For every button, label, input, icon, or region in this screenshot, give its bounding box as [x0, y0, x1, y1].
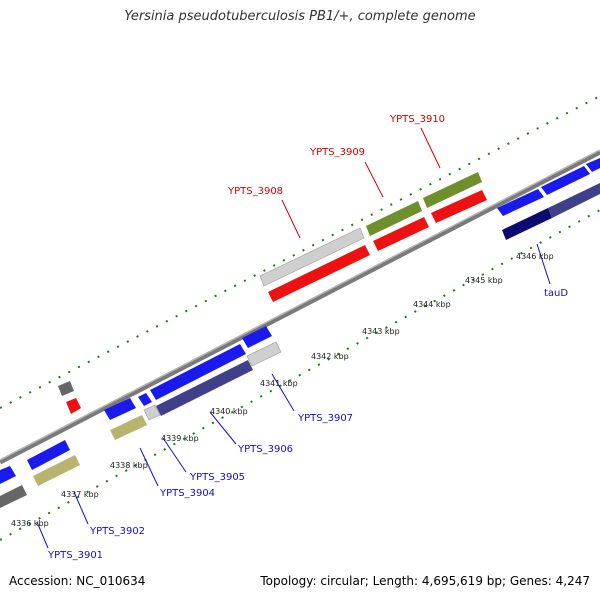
kbp-label: 4341 kbp: [260, 379, 298, 388]
top-gene-labels: YPTS_3908 YPTS_3909 YPTS_3910: [227, 114, 445, 197]
kbp-label: 4346 kbp: [516, 252, 554, 261]
gene-olive-3909[interactable]: [366, 201, 422, 236]
gene-red-3909[interactable]: [373, 217, 429, 251]
forward-genes: [0, 158, 600, 484]
gene-blue-small[interactable]: [138, 393, 152, 406]
kbp-label: 4336 kbp: [11, 519, 49, 528]
gene-blue-3901[interactable]: [0, 466, 16, 484]
gene-navy-taud[interactable]: [502, 208, 552, 240]
gene-dark-grey-small[interactable]: [58, 381, 74, 396]
upper-tick-track: [0, 95, 600, 409]
gene-red-3908[interactable]: [268, 245, 370, 302]
gene-label[interactable]: YPTS_3910: [389, 114, 445, 125]
kbp-label: 4337 kbp: [61, 490, 99, 499]
gene-label[interactable]: YPTS_3902: [89, 526, 145, 537]
gene-khaki-3902[interactable]: [33, 455, 80, 486]
kbp-label: 4338 kbp: [110, 461, 148, 470]
genome-backbone: [0, 149, 600, 465]
gene-red-small[interactable]: [66, 398, 81, 414]
gene-darkblue-right[interactable]: [548, 183, 600, 218]
kbp-label: 4343 kbp: [362, 327, 400, 336]
gene-khaki-3904[interactable]: [110, 415, 147, 440]
gene-blue-a[interactable]: [497, 189, 544, 216]
accession-text: Accession: NC_010634: [9, 574, 146, 588]
reverse-genes: [0, 183, 600, 508]
kbp-labels: 4336 kbp 4337 kbp 4338 kbp 4339 kbp 4340…: [11, 252, 554, 528]
gene-label[interactable]: YPTS_3904: [159, 488, 215, 499]
top-leader-lines: [281, 127, 441, 239]
bottom-leader-lines: [36, 243, 551, 549]
map-title: Yersinia pseudotuberculosis PB1/+, compl…: [124, 9, 476, 24]
gene-blue-c[interactable]: [586, 158, 600, 172]
gene-label[interactable]: YPTS_3909: [309, 147, 365, 158]
gene-label[interactable]: YPTS_3905: [189, 472, 245, 483]
topology-text: Topology: circular; Length: 4,695,619 bp…: [260, 574, 590, 588]
gene-label[interactable]: YPTS_3907: [297, 413, 353, 424]
lower-tick-track: [0, 209, 600, 541]
kbp-label: 4345 kbp: [465, 276, 503, 285]
gene-dark-grey-3901[interactable]: [0, 485, 27, 508]
gene-label[interactable]: tauD: [544, 288, 568, 299]
gene-olive-3910[interactable]: [423, 172, 482, 208]
kbp-label: 4339 kbp: [161, 434, 199, 443]
gene-light-grey-3905[interactable]: [143, 404, 161, 421]
gene-light-grey-3908[interactable]: [259, 227, 365, 287]
gene-light-grey-3907[interactable]: [246, 341, 282, 367]
gene-label[interactable]: YPTS_3901: [47, 550, 103, 561]
kbp-label: 4340 kbp: [210, 407, 248, 416]
kbp-label: 4344 kbp: [413, 300, 451, 309]
gene-blue-3905[interactable]: [104, 398, 136, 420]
gene-blue-b[interactable]: [541, 166, 590, 195]
gene-blue-3907a[interactable]: [242, 326, 272, 348]
gene-label[interactable]: YPTS_3908: [227, 186, 283, 197]
gene-blue-3902[interactable]: [27, 440, 70, 470]
gene-blue-3906[interactable]: [150, 344, 246, 400]
gene-red-3910[interactable]: [431, 190, 487, 223]
gene-label[interactable]: YPTS_3906: [237, 444, 293, 455]
bottom-gene-labels: YPTS_3901 YPTS_3902 YPTS_3904 YPTS_3905 …: [47, 288, 568, 561]
kbp-label: 4342 kbp: [311, 352, 349, 361]
gene-darkblue-3906[interactable]: [156, 360, 253, 416]
